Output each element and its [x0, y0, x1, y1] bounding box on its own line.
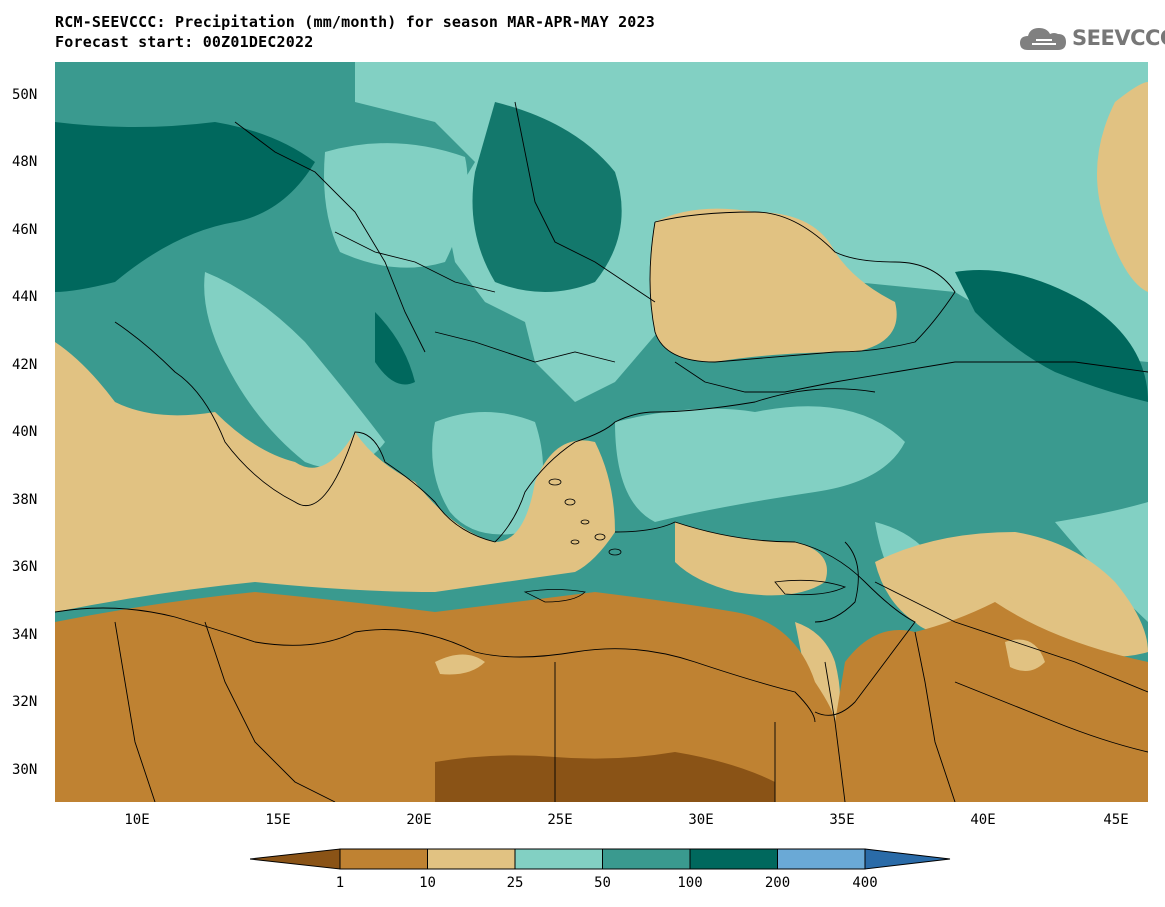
lat-label: 38N — [12, 492, 38, 508]
legend-swatch — [689, 848, 778, 870]
lat-label: 40N — [12, 424, 38, 440]
lon-label: 20E — [406, 812, 432, 828]
lat-label: 34N — [12, 627, 38, 643]
map-title: RCM-SEEVCCC: Precipitation (mm/month) fo… — [55, 13, 655, 31]
legend-arrow-high — [864, 848, 951, 870]
legend-label: 10 — [419, 875, 436, 891]
lat-label: 48N — [12, 154, 38, 170]
legend-swatch — [602, 848, 691, 870]
lat-label: 32N — [12, 694, 38, 710]
lon-label: 40E — [970, 812, 996, 828]
lon-label: 45E — [1103, 812, 1129, 828]
legend-label: 25 — [506, 875, 524, 891]
lat-label: 44N — [12, 289, 38, 305]
lon-label: 25E — [547, 812, 573, 828]
lat-label: 30N — [12, 762, 38, 778]
legend-swatch — [427, 848, 516, 870]
lat-label: 46N — [12, 222, 38, 238]
legend-swatch — [777, 848, 866, 870]
lat-label: 42N — [12, 357, 38, 373]
legend-label: 1 — [335, 875, 345, 891]
legend-swatch — [339, 848, 428, 870]
lon-label: 15E — [265, 812, 291, 828]
legend-label: 100 — [677, 875, 703, 891]
legend-label: 200 — [764, 875, 791, 891]
lat-label: 50N — [12, 87, 38, 103]
lon-label: 10E — [124, 812, 150, 828]
lon-label: 35E — [829, 812, 855, 828]
cloud-icon — [1020, 28, 1066, 50]
legend-label: 50 — [594, 875, 611, 891]
seevccc-logo: SEEVCCC — [1018, 24, 1165, 54]
forecast-start: Forecast start: 00Z01DEC2022 — [55, 33, 314, 51]
precipitation-map — [55, 62, 1148, 802]
lon-label: 30E — [688, 812, 714, 828]
legend-arrow-low — [250, 848, 341, 870]
legend-label: 400 — [852, 875, 878, 891]
lat-label: 36N — [12, 559, 38, 575]
logo-text: SEEVCCC — [1072, 26, 1165, 50]
color-legend — [250, 848, 951, 870]
legend-swatch — [514, 848, 603, 870]
